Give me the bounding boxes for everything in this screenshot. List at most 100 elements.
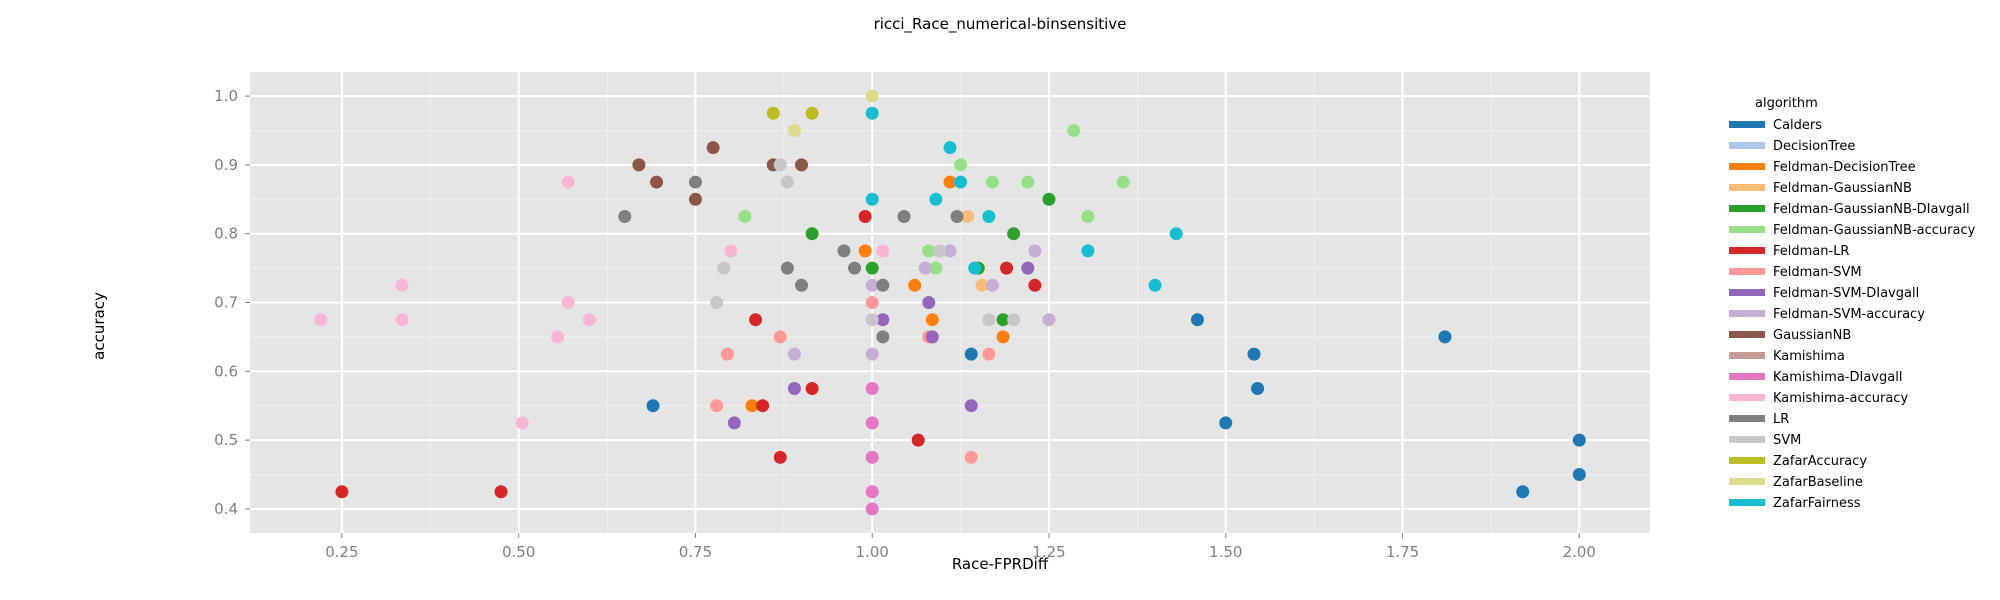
legend-swatch: [1729, 373, 1765, 380]
data-point: [1021, 175, 1035, 189]
data-point: [1067, 123, 1081, 137]
data-point: [837, 244, 851, 258]
legend-swatch: [1729, 352, 1765, 359]
legend-swatch: [1729, 478, 1765, 485]
data-point: [738, 209, 752, 223]
data-point: [724, 244, 738, 258]
data-point: [985, 175, 999, 189]
data-point: [1007, 227, 1021, 241]
data-point: [950, 209, 964, 223]
data-point: [964, 399, 978, 413]
legend-label: Feldman-SVM-DIavgall: [1773, 286, 1919, 301]
data-point: [964, 347, 978, 361]
data-point: [787, 382, 801, 396]
legend-swatch: [1729, 121, 1765, 128]
x-tick-label: 2.00: [1563, 543, 1596, 561]
data-point: [865, 450, 879, 464]
data-point: [582, 313, 596, 327]
legend-swatch: [1729, 415, 1765, 422]
data-point: [848, 261, 862, 275]
legend-label: Kamishima-DIavgall: [1773, 370, 1902, 385]
legend-label: SVM: [1773, 433, 1801, 448]
data-point: [795, 278, 809, 292]
data-point: [780, 175, 794, 189]
y-tick-label: 0.9: [214, 156, 238, 174]
data-point: [982, 313, 996, 327]
legend-label: Kamishima: [1773, 349, 1845, 364]
data-point: [1247, 347, 1261, 361]
data-point: [787, 123, 801, 137]
data-point: [865, 347, 879, 361]
legend-swatch: [1729, 310, 1765, 317]
legend-label: Feldman-GaussianNB: [1773, 181, 1912, 196]
data-point: [1021, 261, 1035, 275]
data-point: [773, 330, 787, 344]
data-point: [954, 175, 968, 189]
data-point: [805, 227, 819, 241]
data-point: [745, 399, 759, 413]
data-point: [982, 209, 996, 223]
legend-label: Feldman-LR: [1773, 244, 1849, 259]
data-point: [1000, 261, 1014, 275]
legend-label: ZafarAccuracy: [1773, 454, 1867, 469]
y-tick-label: 0.7: [214, 294, 238, 312]
data-point: [688, 192, 702, 206]
legend-swatch: [1729, 289, 1765, 296]
x-axis-label: Race-FPRDiff: [952, 555, 1049, 573]
legend-swatch: [1729, 436, 1765, 443]
data-point: [773, 158, 787, 172]
data-point: [922, 244, 936, 258]
data-point: [876, 278, 890, 292]
data-point: [1572, 468, 1586, 482]
data-point: [1572, 433, 1586, 447]
legend-label: LR: [1773, 412, 1789, 427]
data-point: [865, 382, 879, 396]
data-point: [865, 278, 879, 292]
x-tick-label: 0.50: [502, 543, 535, 561]
data-point: [1169, 227, 1183, 241]
data-point: [964, 450, 978, 464]
legend-label: Kamishima-accuracy: [1773, 391, 1908, 406]
data-point: [1028, 278, 1042, 292]
data-point: [932, 244, 946, 258]
data-point: [1516, 485, 1530, 499]
data-point: [943, 244, 957, 258]
x-tick-label: 1.25: [1032, 543, 1065, 561]
data-point: [858, 209, 872, 223]
data-point: [720, 347, 734, 361]
data-point: [996, 330, 1010, 344]
x-tick-label: 1.75: [1386, 543, 1419, 561]
y-tick-label: 0.4: [214, 500, 238, 518]
legend-label: Feldman-DecisionTree: [1773, 160, 1916, 175]
data-point: [929, 261, 943, 275]
legend-title: algorithm: [1755, 96, 1818, 111]
data-point: [876, 330, 890, 344]
data-point: [925, 330, 939, 344]
legend-swatch: [1729, 142, 1765, 149]
legend-label: ZafarFairness: [1773, 496, 1861, 511]
x-axis: 0.25 0.50 0.75 1.00 1.25 1.50 1.75 2.00: [325, 533, 1596, 561]
data-point: [929, 192, 943, 206]
data-point: [749, 313, 763, 327]
data-point: [975, 278, 989, 292]
data-point: [1116, 175, 1130, 189]
data-point: [968, 261, 982, 275]
y-tick-label: 0.8: [214, 225, 238, 243]
data-point: [1251, 382, 1265, 396]
data-point: [985, 278, 999, 292]
data-point: [494, 485, 508, 499]
legend-swatch: [1729, 499, 1765, 506]
legend-label: Feldman-SVM-accuracy: [1773, 307, 1925, 322]
legend: algorithm Calders DecisionTree Feldman-Dec…: [1729, 96, 1976, 511]
data-point: [1081, 209, 1095, 223]
data-point: [395, 313, 409, 327]
y-tick-label: 0.6: [214, 362, 238, 380]
data-point: [865, 106, 879, 120]
data-point: [688, 175, 702, 189]
legend-label: Feldman-SVM: [1773, 265, 1862, 280]
x-tick-label: 0.25: [325, 543, 358, 561]
data-point: [897, 209, 911, 223]
data-point: [918, 261, 932, 275]
data-point: [710, 399, 724, 413]
